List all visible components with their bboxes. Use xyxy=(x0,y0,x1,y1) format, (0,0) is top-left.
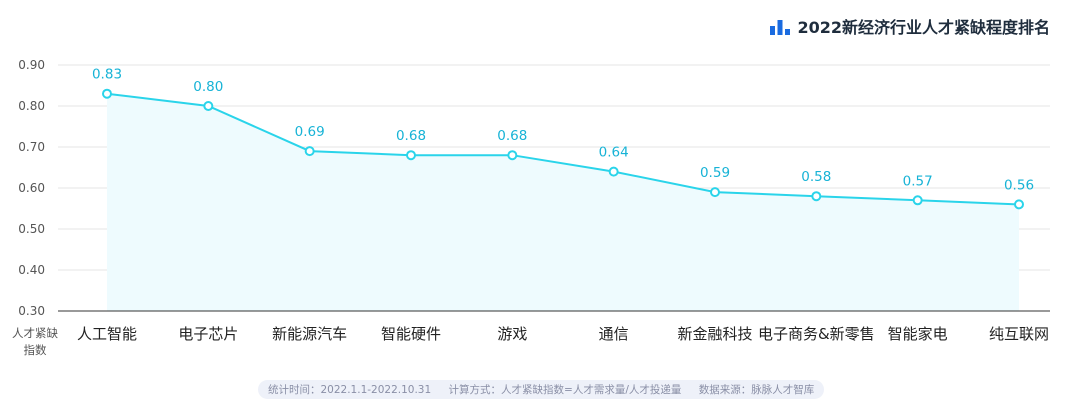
y-axis-ticks: 0.30 0.40 0.50 0.60 0.70 0.80 0.90 xyxy=(18,58,45,318)
data-point xyxy=(608,166,619,177)
data-label: 0.59 xyxy=(700,165,730,181)
data-points xyxy=(102,88,1024,210)
data-labels: 0.83 0.80 0.69 0.68 0.68 0.64 0.59 0.58 0.57 0.56 xyxy=(92,67,1034,194)
data-label: 0.83 xyxy=(92,67,122,83)
data-label: 0.69 xyxy=(295,124,325,140)
x-tick-label: 新金融科技 xyxy=(677,325,752,343)
series-line xyxy=(106,92,1020,206)
data-point xyxy=(912,195,923,206)
footer-stat-time: 统计时间：2022.1.1-2022.10.31 xyxy=(268,384,432,396)
x-axis-ticks: 人工智能 电子芯片 新能源汽车 智能硬件 游戏 通信 新金融科技 电子商务&新零售 智能家电 纯互… xyxy=(77,325,1049,343)
y-tick-label: 0.30 xyxy=(18,304,45,318)
area-fill xyxy=(107,93,1019,311)
data-point xyxy=(1014,199,1024,210)
x-tick-label: 电子芯片 xyxy=(178,325,238,343)
data-point xyxy=(811,191,822,202)
footer-method: 计算方式：人才紧缺指数=人才需求量/人才投递量 xyxy=(448,384,682,396)
y-axis-label: 人才紧缺指数 xyxy=(12,326,58,357)
data-label: 0.56 xyxy=(1004,177,1034,193)
data-label: 0.58 xyxy=(801,169,831,185)
data-point xyxy=(203,101,214,111)
y-axis-label-line: 人才紧缺 xyxy=(12,326,58,340)
data-point xyxy=(102,88,112,99)
data-point xyxy=(406,150,416,161)
x-tick-label: 游戏 xyxy=(497,325,527,343)
data-point xyxy=(304,146,315,157)
data-point xyxy=(710,187,720,198)
bar-chart-icon xyxy=(770,20,791,35)
x-tick-label: 智能硬件 xyxy=(381,325,441,343)
y-tick-label: 0.80 xyxy=(18,99,45,113)
data-label: 0.80 xyxy=(193,79,223,95)
data-label: 0.64 xyxy=(599,145,629,161)
x-tick-label: 通信 xyxy=(599,325,629,343)
y-tick-label: 0.50 xyxy=(18,222,45,236)
y-tick-label: 0.40 xyxy=(18,263,45,277)
x-tick-label: 人工智能 xyxy=(77,325,137,343)
x-tick-label: 智能家电 xyxy=(888,325,948,343)
x-tick-label: 新能源汽车 xyxy=(272,325,347,343)
data-label: 0.57 xyxy=(903,173,933,189)
y-tick-label: 0.70 xyxy=(18,140,45,154)
y-tick-label: 0.90 xyxy=(18,58,45,72)
data-label: 0.68 xyxy=(497,128,527,144)
data-point xyxy=(507,150,518,161)
y-axis-label-line: 指数 xyxy=(24,343,47,357)
y-tick-label: 0.60 xyxy=(18,181,45,195)
data-label: 0.68 xyxy=(396,128,426,144)
footer-note: 统计时间：2022.1.1-2022.10.31 计算方式：人才紧缺指数=人才需… xyxy=(258,380,825,399)
x-tick-label: 电子商务&新零售 xyxy=(758,325,875,343)
chart-title: 2022新经济行业人才紧缺程度排名 xyxy=(769,14,1050,38)
footer-source: 数据来源：脉脉人才智库 xyxy=(698,384,815,396)
x-tick-label: 纯互联网 xyxy=(989,325,1049,343)
chart-title-text: 2022新经济行业人才紧缺程度排名 xyxy=(797,18,1050,37)
